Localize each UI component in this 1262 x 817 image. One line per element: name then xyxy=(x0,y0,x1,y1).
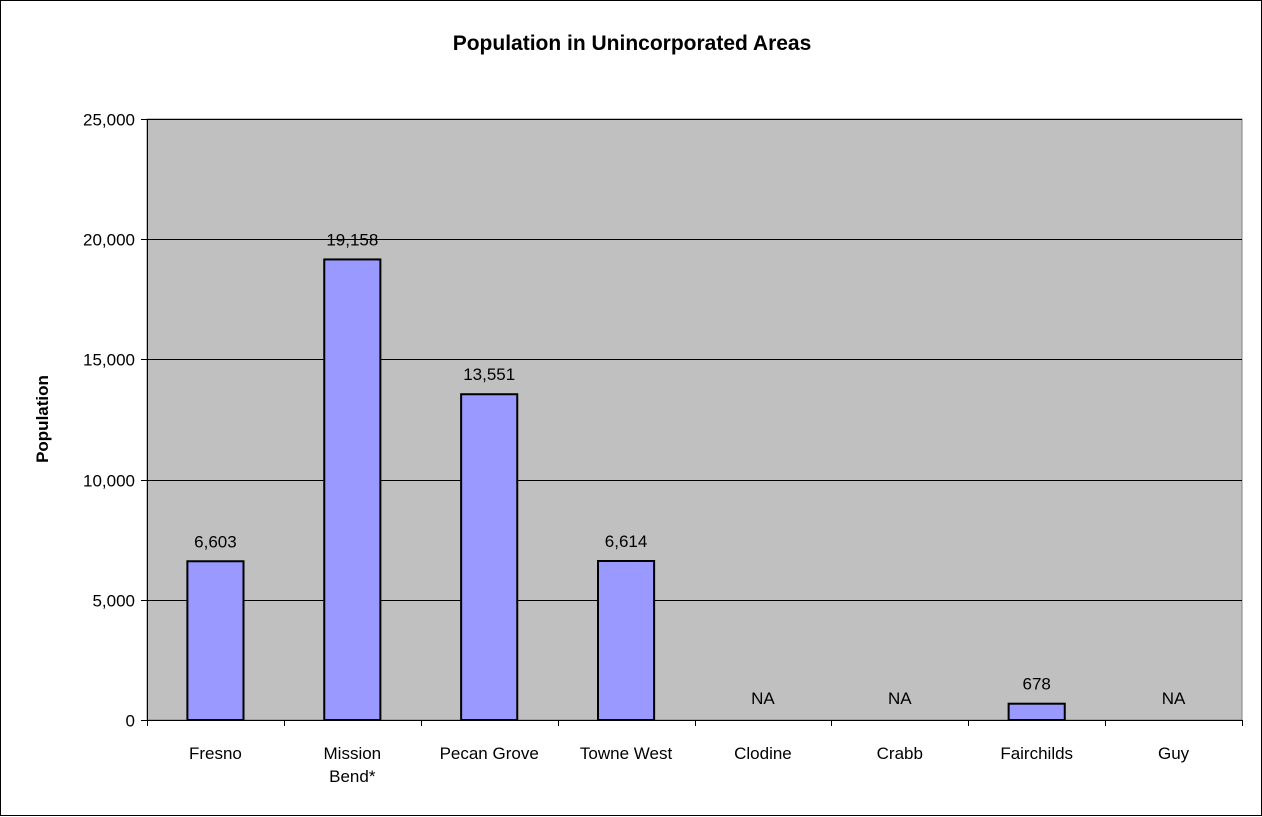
y-tick-label: 15,000 xyxy=(83,351,135,370)
data-labels: 6,603 19,158 13,551 6,614 NA NA 678 NA xyxy=(194,230,1186,708)
x-category-label: Pecan Grove xyxy=(440,744,539,763)
data-label: 6,603 xyxy=(194,532,237,551)
data-label: NA xyxy=(1162,689,1186,708)
y-tick-label: 0 xyxy=(126,712,135,731)
data-label: 13,551 xyxy=(463,365,515,384)
x-category-label: Fairchilds xyxy=(1000,744,1073,763)
bars xyxy=(186,258,1066,722)
bar xyxy=(597,559,656,722)
plot-area xyxy=(146,118,1243,721)
data-label: 678 xyxy=(1023,675,1051,694)
y-axis-label: Population xyxy=(33,375,52,463)
bar xyxy=(186,560,245,721)
data-label: NA xyxy=(751,689,775,708)
y-tick-label: 5,000 xyxy=(92,592,135,611)
y-axis-ticks: 0 5,000 10,000 15,000 20,000 25,000 xyxy=(83,111,147,731)
x-category-label: Fresno xyxy=(189,744,242,763)
y-tick-label: 10,000 xyxy=(83,472,135,491)
y-tick-label: 25,000 xyxy=(83,111,135,130)
bar xyxy=(1007,702,1066,721)
x-category-label: Clodine xyxy=(734,744,792,763)
bar xyxy=(460,393,519,721)
x-category-label: Mission xyxy=(324,744,382,763)
bar xyxy=(323,258,382,721)
axes xyxy=(147,119,1243,726)
x-category-label: Guy xyxy=(1158,744,1190,763)
data-label: 19,158 xyxy=(326,230,378,249)
x-category-label: Crabb xyxy=(877,744,923,763)
x-axis-labels: Fresno Mission Bend* Pecan Grove Towne West C… xyxy=(189,744,1190,786)
data-label: 6,614 xyxy=(605,532,648,551)
x-category-label: Bend* xyxy=(329,767,376,786)
y-tick-label: 20,000 xyxy=(83,231,135,250)
x-category-label: Towne West xyxy=(580,744,673,763)
data-label: NA xyxy=(888,689,912,708)
chart-title: Population in Unincorporated Areas xyxy=(453,32,812,55)
